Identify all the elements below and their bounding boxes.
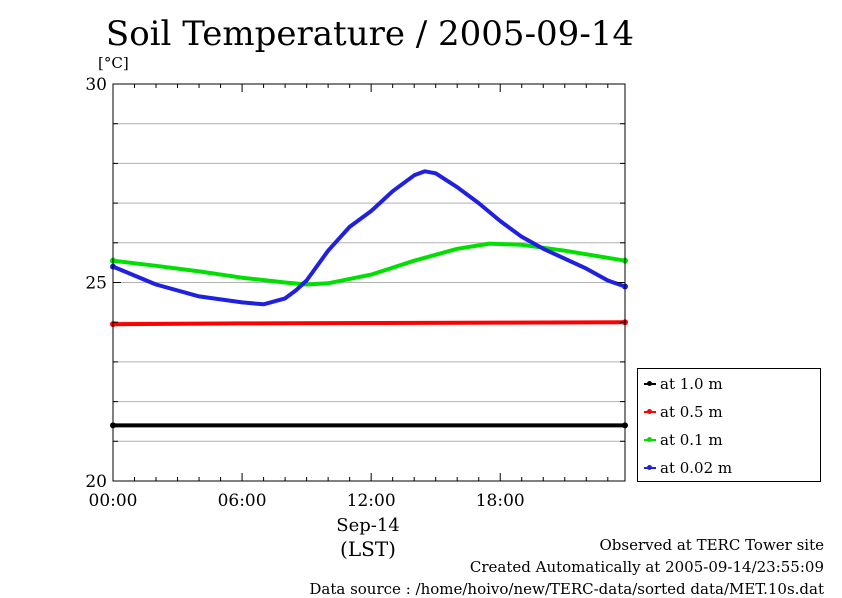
legend-item: at 0.02 m — [644, 457, 732, 479]
legend-item: at 0.5 m — [644, 401, 723, 423]
y-tick-label: 25 — [85, 274, 107, 294]
series-line-at-0-1-m — [111, 241, 627, 287]
footer-site: Observed at TERC Tower site — [599, 536, 824, 554]
legend-label: at 0.5 m — [660, 403, 723, 421]
legend: at 1.0 m at 0.5 m at 0.1 m at 0.02 m — [637, 368, 821, 482]
legend-item: at 0.1 m — [644, 429, 723, 451]
y-axis-ticks: 20 25 30 — [85, 75, 625, 492]
series-line-at-0-5-m — [111, 320, 627, 327]
legend-swatch — [644, 409, 656, 414]
gridlines — [113, 123, 625, 442]
chart-title: Soil Temperature / 2005-09-14 — [105, 14, 635, 54]
y-tick-label: 30 — [85, 75, 107, 95]
legend-swatch — [644, 381, 656, 386]
y-axis-unit-label: [°C] — [98, 54, 129, 72]
x-axis-timezone-label: (LST) — [340, 537, 396, 561]
legend-item: at 1.0 m — [644, 373, 723, 395]
legend-label: at 1.0 m — [660, 375, 723, 393]
series-line-at-0-02-m — [111, 169, 627, 307]
x-axis-date-label: Sep-14 — [336, 515, 400, 536]
footer-created: Created Automatically at 2005-09-14/23:5… — [469, 558, 824, 576]
x-tick-label: 00:00 — [89, 491, 138, 511]
legend-label: at 0.1 m — [660, 431, 723, 449]
x-axis-ticks: 00:00 06:00 12:00 18:00 — [89, 84, 609, 511]
legend-swatch — [644, 465, 656, 470]
x-tick-label: 18:00 — [476, 491, 525, 511]
series-lines — [110, 169, 628, 429]
x-tick-label: 06:00 — [218, 491, 267, 511]
y-tick-label: 20 — [85, 472, 107, 492]
legend-swatch — [644, 437, 656, 442]
legend-label: at 0.02 m — [660, 459, 733, 477]
x-tick-label: 12:00 — [347, 491, 396, 511]
footer-source: Data source : /home/hoivo/new/TERC-data/… — [309, 580, 824, 598]
